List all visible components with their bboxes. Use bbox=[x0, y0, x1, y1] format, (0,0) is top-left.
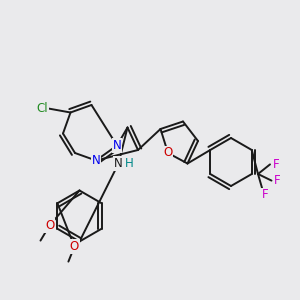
Text: O: O bbox=[164, 146, 172, 160]
Text: H: H bbox=[125, 157, 134, 170]
Text: Cl: Cl bbox=[37, 102, 48, 115]
Text: N: N bbox=[112, 139, 122, 152]
Text: N: N bbox=[92, 154, 100, 167]
Text: F: F bbox=[274, 174, 281, 187]
Text: F: F bbox=[262, 188, 269, 202]
Text: O: O bbox=[70, 240, 79, 253]
Text: F: F bbox=[273, 158, 279, 171]
Text: N: N bbox=[114, 157, 123, 170]
Text: O: O bbox=[45, 219, 54, 232]
